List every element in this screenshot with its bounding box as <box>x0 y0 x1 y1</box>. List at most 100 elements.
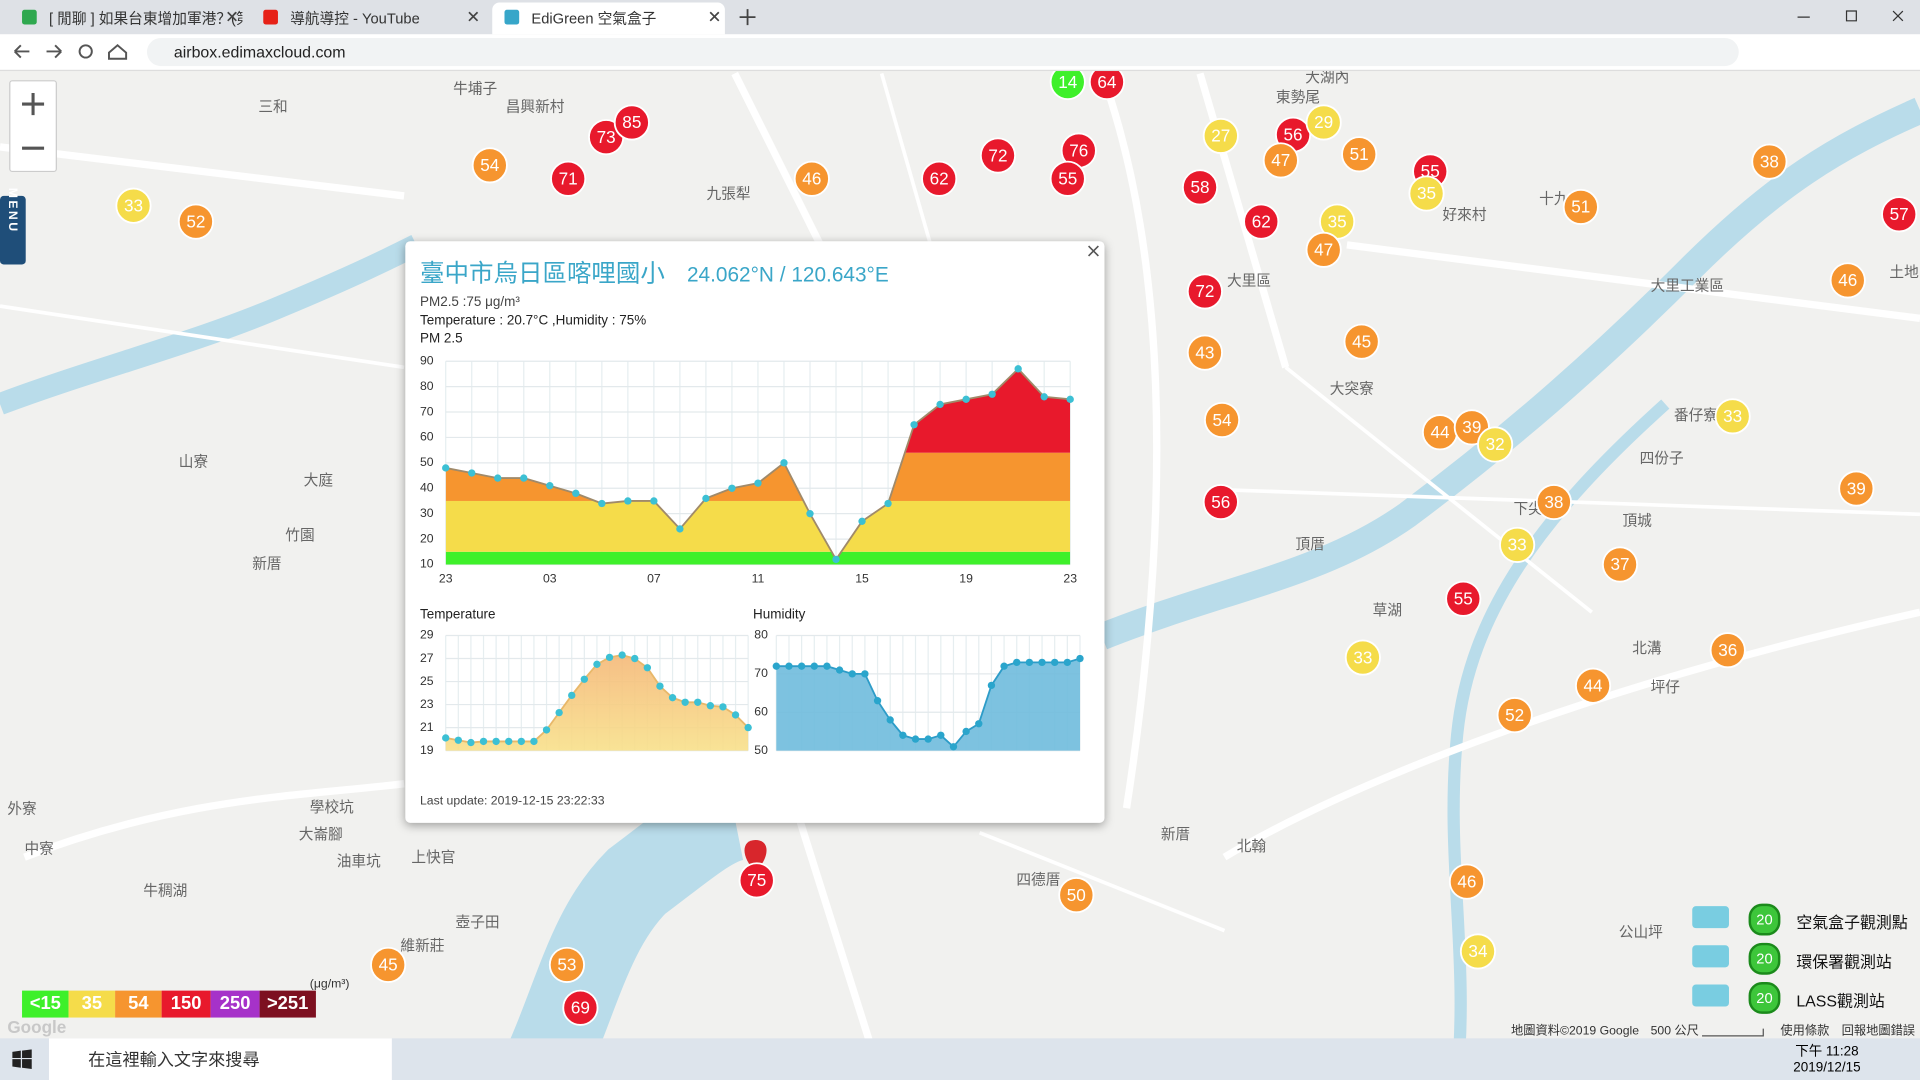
station-marker[interactable] <box>1186 334 1223 371</box>
marker-value: 85 <box>622 112 641 132</box>
station-marker[interactable] <box>550 160 587 197</box>
station-marker[interactable] <box>1714 398 1751 435</box>
station-marker[interactable] <box>1601 546 1639 583</box>
close-button[interactable] <box>1088 245 1099 257</box>
point <box>467 738 475 747</box>
point <box>911 735 920 743</box>
station-marker[interactable] <box>1341 136 1378 173</box>
station-marker[interactable] <box>1709 632 1746 669</box>
station-marker[interactable] <box>1829 262 1866 299</box>
point <box>1051 658 1059 667</box>
point <box>873 697 882 705</box>
station-marker[interactable] <box>1181 169 1219 206</box>
station-name: 空氣盒子觀測點 <box>1796 913 1908 932</box>
start-button[interactable] <box>12 1049 32 1069</box>
tab-icon <box>263 9 278 25</box>
station-marker[interactable] <box>1203 401 1241 439</box>
station-marker[interactable] <box>1535 483 1572 521</box>
station-marker[interactable] <box>793 160 830 197</box>
menu-button[interactable] <box>0 195 26 265</box>
y-tick-label: 70 <box>420 404 434 418</box>
point <box>949 743 958 751</box>
station-marker[interactable] <box>1344 639 1381 676</box>
station-marker[interactable] <box>115 187 152 224</box>
legend-level: 150 <box>161 990 211 1018</box>
station-marker[interactable] <box>1459 933 1497 970</box>
marker-value: 32 <box>1486 434 1505 454</box>
tab-bar: [ 閒聊 ] 如果台東增加軍港？(第8 導航導控 - YouTube EdiGree… <box>0 0 1920 35</box>
y-tick-label: 19 <box>420 743 434 757</box>
marker-value: 73 <box>597 127 616 147</box>
point <box>631 654 639 663</box>
station-marker[interactable] <box>1838 470 1875 507</box>
station-marker[interactable] <box>1262 142 1299 179</box>
point <box>810 662 818 670</box>
station-marker[interactable] <box>921 160 958 197</box>
station-marker[interactable] <box>613 104 650 141</box>
point <box>780 459 788 467</box>
marker-value: 46 <box>1457 871 1476 891</box>
station-marker[interactable] <box>370 946 407 983</box>
terms-link[interactable]: 使用條款 <box>1780 1022 1829 1037</box>
point <box>505 737 513 746</box>
station-marker[interactable] <box>1477 426 1514 463</box>
search-box[interactable]: 在這裡輸入文字來搜尋 <box>48 1038 392 1080</box>
station-marker[interactable] <box>979 137 1017 174</box>
place-label: 學校坑 <box>310 798 354 816</box>
station-marker[interactable] <box>1186 273 1223 310</box>
station-marker[interactable] <box>177 203 214 240</box>
attribution: 地圖資料©2019 Google <box>1511 1023 1639 1037</box>
tab[interactable]: [ 閒聊 ] 如果台東增加軍港？(第8 <box>48 9 243 27</box>
tab[interactable]: EdiGreen 空氣盒子 <box>492 2 725 35</box>
point <box>1076 654 1084 663</box>
point <box>572 489 580 498</box>
point <box>706 702 715 710</box>
station-marker[interactable] <box>1496 697 1533 734</box>
point <box>1066 395 1074 404</box>
url-field[interactable]: airbox.edimaxcloud.com <box>146 37 1739 67</box>
station-marker[interactable] <box>738 862 775 899</box>
legend-level: 35 <box>68 990 116 1018</box>
station-marker[interactable] <box>1202 483 1239 521</box>
date: 2019/12/15 <box>1793 1060 1861 1076</box>
station-marker[interactable] <box>1058 877 1095 914</box>
point <box>772 662 780 670</box>
zoom-control[interactable] <box>9 80 57 173</box>
station-marker[interactable] <box>471 147 508 184</box>
place-label: 大湖內 <box>1305 69 1349 86</box>
point <box>832 555 840 564</box>
station-marker[interactable] <box>1499 526 1536 563</box>
station-marker[interactable] <box>1448 863 1486 900</box>
point <box>580 675 589 683</box>
point <box>1025 658 1034 667</box>
station-marker[interactable] <box>1305 231 1342 268</box>
station-marker[interactable] <box>1202 117 1239 154</box>
place-label: 三和 <box>258 99 287 116</box>
station-marker[interactable] <box>1408 175 1445 212</box>
point <box>858 517 866 525</box>
station-marker[interactable] <box>1343 323 1380 360</box>
station-marker[interactable] <box>548 946 586 983</box>
station-marker[interactable] <box>1305 104 1342 141</box>
x-tick-label: 03 <box>543 571 557 585</box>
legend-level: >251 <box>259 990 316 1018</box>
station-marker[interactable] <box>1445 580 1482 617</box>
station-marker[interactable] <box>1562 188 1599 226</box>
point <box>454 736 462 744</box>
station-marker[interactable] <box>1751 143 1788 180</box>
report-link[interactable]: 回報地圖錯誤 <box>1842 1022 1915 1037</box>
station-marker[interactable] <box>1881 196 1918 233</box>
place-label: 四德厝 <box>1016 870 1060 888</box>
station-marker[interactable] <box>1049 160 1086 197</box>
station-marker[interactable] <box>562 989 599 1026</box>
tab[interactable]: 導航導控 - YouTube <box>290 9 420 27</box>
tab-icon <box>504 9 520 25</box>
station-marker[interactable] <box>1243 203 1280 240</box>
place-label: 牛埔子 <box>453 80 497 97</box>
station-marker[interactable] <box>1575 667 1612 704</box>
point <box>744 723 752 732</box>
point <box>442 734 450 742</box>
chart-title: Temperature <box>420 606 496 621</box>
y-tick-label: 25 <box>420 674 434 688</box>
station-icon <box>1692 945 1729 968</box>
